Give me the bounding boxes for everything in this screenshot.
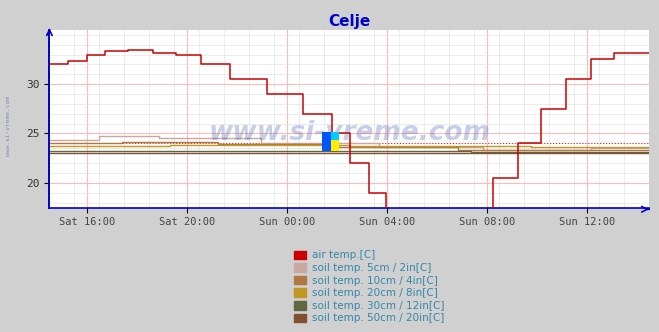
Bar: [322, 131, 339, 151]
Bar: [322, 131, 331, 151]
Bar: [322, 131, 339, 140]
Text: www.si-vreme.com: www.si-vreme.com: [6, 96, 11, 156]
Legend: air temp.[C], soil temp. 5cm / 2in[C], soil temp. 10cm / 4in[C], soil temp. 20cm: air temp.[C], soil temp. 5cm / 2in[C], s…: [294, 250, 444, 323]
Title: Celje: Celje: [328, 14, 370, 29]
Text: www.si-vreme.com: www.si-vreme.com: [208, 120, 490, 146]
Bar: [322, 131, 331, 140]
